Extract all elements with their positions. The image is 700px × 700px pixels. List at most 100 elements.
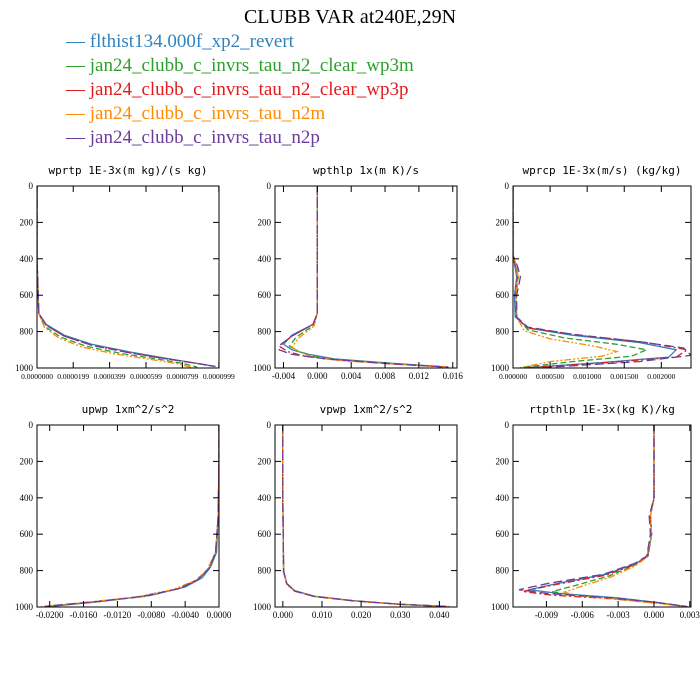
legend-line-icon: — (66, 103, 90, 124)
x-tick-label: 0.016 (443, 371, 464, 381)
series-line-5 (278, 186, 449, 368)
y-tick-label: 200 (496, 217, 510, 227)
series-line-3 (45, 425, 219, 607)
series-line-1 (513, 186, 678, 368)
x-tick-label: 0.001500 (610, 372, 638, 381)
y-tick-label: 600 (20, 529, 34, 539)
legend-label: jan24_clubb_c_invrs_tau_n2_clear_wp3p (89, 79, 409, 100)
y-tick-label: 1000 (491, 602, 510, 612)
x-tick-label: -0.0080 (137, 610, 165, 620)
panel-title: wpthlp 1x(m K)/s (313, 164, 419, 177)
y-tick-label: 400 (258, 254, 272, 264)
y-tick-label: 400 (496, 493, 510, 503)
x-tick-label: 0.0000000 (21, 372, 53, 381)
series-line-4 (37, 186, 192, 368)
x-tick-label: 0.010 (312, 610, 333, 620)
y-tick-label: 400 (20, 254, 34, 264)
y-tick-label: 0 (267, 420, 272, 430)
series-line-3 (37, 186, 216, 368)
y-tick-label: 800 (258, 327, 272, 337)
y-tick-label: 800 (20, 327, 34, 337)
y-tick-label: 0 (505, 181, 510, 191)
x-tick-label: 0.000000 (499, 372, 527, 381)
x-tick-label: 0.002000 (647, 372, 675, 381)
series-line-1 (37, 186, 214, 367)
series-group (278, 186, 449, 368)
y-tick-label: 0 (267, 181, 272, 191)
series-line-1 (282, 186, 449, 368)
y-tick-label: 400 (20, 493, 34, 503)
series-line-4 (290, 186, 449, 368)
legend-item: — jan24_clubb_c_invrs_tau_n2_clear_wp3m (66, 54, 414, 78)
x-tick-label: -0.003 (607, 610, 631, 620)
y-tick-label: 800 (258, 566, 272, 576)
series-line-5 (45, 425, 219, 607)
y-tick-label: 1000 (253, 602, 272, 612)
y-tick-label: 600 (258, 290, 272, 300)
x-tick-label: -0.0200 (36, 610, 64, 620)
panel-title: rtpthlp 1E-3x(kg K)/kg (529, 403, 675, 416)
x-tick-label: 0.000 (273, 610, 294, 620)
x-tick-label: 0.008 (375, 371, 396, 381)
legend-line-icon: — (66, 127, 90, 148)
legend: — flthist134.000f_xp2_revert — jan24_clu… (66, 30, 414, 150)
y-tick-label: 600 (496, 290, 510, 300)
x-tick-label: 0.030 (390, 610, 411, 620)
series-line-5 (37, 186, 216, 368)
x-tick-label: 0.020 (351, 610, 372, 620)
y-tick-label: 200 (20, 217, 34, 227)
y-tick-label: 200 (258, 456, 272, 466)
x-tick-label: 0.001000 (573, 372, 601, 381)
y-tick-label: 1000 (253, 363, 272, 373)
plot-frame (274, 424, 458, 608)
legend-item: — jan24_clubb_c_invrs_tau_n2_clear_wp3p (66, 78, 414, 102)
chart-panel-6: rtpthlp 1E-3x(kg K)/kg 0 200 400 600 800 1000 -… (491, 403, 700, 620)
series-line-2 (288, 186, 449, 368)
series-line-2 (282, 425, 448, 607)
x-tick-label: 0.0000 (207, 610, 232, 620)
x-tick-label: 0.012 (409, 371, 429, 381)
series-line-1 (53, 425, 219, 607)
y-tick-label: 1000 (491, 363, 510, 373)
y-tick-label: 600 (258, 529, 272, 539)
y-tick-label: 800 (496, 566, 510, 576)
series-line-3 (513, 186, 690, 368)
series-group (518, 425, 688, 607)
series-line-5 (518, 425, 688, 607)
y-tick-label: 1000 (15, 602, 34, 612)
legend-item: — jan24_clubb_c_invrs_tau_n2p (66, 126, 414, 150)
y-tick-label: 200 (258, 217, 272, 227)
y-tick-label: 0 (29, 181, 34, 191)
series-line-3 (278, 186, 449, 368)
y-tick-label: 600 (20, 290, 34, 300)
y-tick-label: 0 (29, 420, 34, 430)
series-line-2 (37, 186, 198, 368)
y-tick-label: 200 (496, 456, 510, 466)
y-tick-label: 200 (20, 456, 34, 466)
plot-frame (36, 424, 220, 608)
x-tick-label: 0.000 (644, 610, 665, 620)
chart-panel-2: wpthlp 1x(m K)/s 0 200 400 600 800 1000-0.004 0… (253, 164, 463, 381)
y-tick-label: 600 (496, 529, 510, 539)
plot-frame (512, 185, 692, 369)
x-tick-label: 0.0000999 (203, 372, 235, 381)
x-tick-label: -0.009 (535, 610, 559, 620)
series-group (282, 425, 450, 607)
y-tick-label: 400 (258, 493, 272, 503)
plot-frame (512, 424, 692, 608)
panel-title: upwp 1xm^2/s^2 (82, 403, 175, 416)
x-tick-label: 0.0000199 (57, 372, 89, 381)
x-tick-label: 0.0000599 (130, 372, 162, 381)
y-tick-label: 800 (20, 566, 34, 576)
x-tick-label: -0.0120 (104, 610, 132, 620)
series-line-5 (513, 186, 691, 368)
series-line-1 (282, 425, 448, 607)
legend-item: — jan24_clubb_c_invrs_tau_n2m (66, 102, 414, 126)
series-line-4 (41, 425, 219, 607)
x-tick-label: 0.000 (307, 371, 328, 381)
series-group (37, 186, 216, 368)
series-line-2 (49, 425, 219, 607)
chart-panel-1: wprtp 1E-3x(m kg)/(s kg) 0 200 400 600 800 100… (15, 164, 235, 381)
